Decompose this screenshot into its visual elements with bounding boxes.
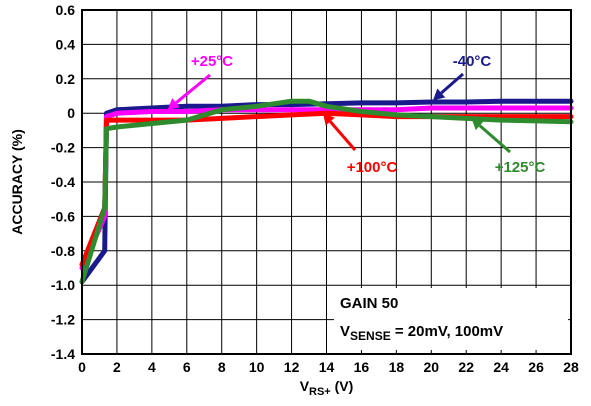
y-tick-labels: 0.6 0.4 0.2 0 -0.2 -0.4 -0.6 -0.8 -1.0 -1.2 -1.4 [51,2,75,362]
annotation-arrowhead [167,98,180,110]
x-tick-label: 24 [493,359,509,375]
y-tick-label: -0.4 [51,174,75,190]
annotation-arrowhead [323,113,335,126]
x-axis-label-main: V [300,378,310,394]
y-axis-label: ACCURACY (%) [9,129,25,235]
y-tick-label: -0.2 [51,140,75,156]
series-line [79,105,574,271]
annotation-arrow-shaft [175,73,211,104]
condition-box [334,288,568,350]
vsense-note: VSENSE = 20mV, 100mV [340,323,503,343]
x-tick-label: 10 [249,359,265,375]
x-axis-label: VRS+ (V) [300,378,354,398]
x-tick-label: 12 [284,359,300,375]
gain-note: GAIN 50 [340,295,398,312]
series-lines [79,98,574,285]
annotation-arrowhead [471,118,484,131]
x-tick-label: 4 [148,359,156,375]
x-tick-label: 16 [354,359,370,375]
x-tick-label: 14 [319,359,335,375]
x-axis-label-unit: (V) [331,378,354,394]
annotation-label: +100°C [347,159,398,176]
vsense-main: V [340,323,350,340]
annotation-arrow-shaft [329,120,357,151]
y-tick-label: 0.2 [56,71,76,87]
y-tick-label: 0.6 [56,2,76,18]
annotations: +25°C -40°C +100°C +125°C [167,53,546,176]
annotation-arrow-shaft [440,72,464,95]
y-tick-label: -0.6 [51,208,75,224]
y-tick-label: 0 [67,105,75,121]
annotation-arrowhead [433,88,446,101]
annotation-label: +25°C [191,53,233,70]
y-tick-label: -1.4 [51,346,75,362]
x-tick-label: 2 [113,359,121,375]
y-tick-label: -1.0 [51,277,75,293]
x-tick-label: 0 [78,359,86,375]
x-tick-label: 28 [563,359,579,375]
series-line [79,98,574,285]
x-tick-labels: 0 2 4 6 8 10 12 14 16 18 20 22 24 26 28 [78,359,579,375]
x-tick-label: 6 [183,359,191,375]
y-tick-label: -1.2 [51,312,75,328]
x-tick-label: 18 [389,359,405,375]
annotation-label: +125°C [495,159,546,176]
y-tick-label: -0.8 [51,243,75,259]
x-tick-label: 26 [528,359,544,375]
x-tick-label: 8 [218,359,226,375]
x-tick-label: 22 [458,359,474,375]
vsense-sub: SENSE [350,329,391,343]
x-axis-label-sub: RS+ [309,386,331,398]
annotation-label: -40°C [453,53,492,70]
y-tick-label: 0.4 [56,36,76,52]
annotation-arrow-shaft [478,124,511,154]
plot-frame [81,9,572,355]
x-tick-label: 20 [423,359,439,375]
vsense-rest: = 20mV, 100mV [391,323,503,340]
